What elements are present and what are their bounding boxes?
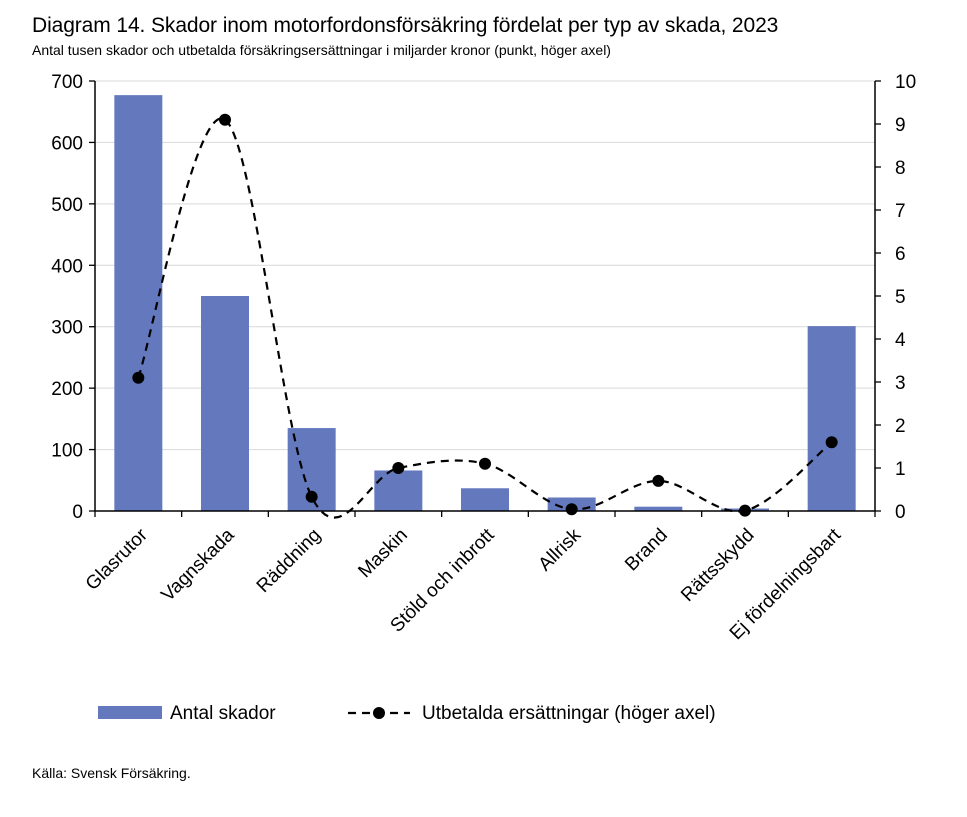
line-point — [565, 503, 578, 516]
left-tick-label: 100 — [51, 441, 83, 462]
left-tick-label: 400 — [51, 256, 83, 277]
legend-bar-label: Antal skador — [170, 703, 276, 724]
axes — [89, 80, 881, 517]
line-series-path — [137, 117, 833, 519]
left-tick-label: 300 — [51, 318, 83, 339]
x-tick-label: Vagnskada — [157, 524, 238, 605]
legend-line-label: Utbetalda ersättningar (höger axel) — [422, 703, 716, 724]
x-tick-label: Räddning — [253, 525, 325, 597]
bar — [374, 470, 423, 511]
x-tick-label: Maskin — [354, 525, 411, 582]
x-tick-label: Allrisk — [535, 524, 586, 575]
right-tick-label: 2 — [895, 416, 906, 437]
left-tick-label: 500 — [51, 195, 83, 216]
bar — [634, 506, 683, 511]
right-tick-label: 8 — [895, 158, 906, 179]
x-tick-label: Brand — [621, 525, 672, 576]
bar — [201, 296, 249, 511]
legend-bar-swatch — [98, 706, 162, 719]
line-point — [479, 457, 491, 470]
right-tick-label: 3 — [895, 373, 906, 394]
bar — [461, 488, 509, 511]
left-tick-label: 700 — [51, 72, 83, 93]
right-tick-label: 9 — [895, 115, 906, 136]
line-point — [739, 504, 751, 517]
line-point — [652, 474, 665, 487]
right-tick-label: 1 — [895, 459, 906, 480]
right-tick-label: 4 — [895, 330, 906, 351]
left-tick-label: 0 — [72, 502, 83, 523]
right-tick-label: 10 — [895, 72, 916, 93]
legend-line-marker — [373, 707, 385, 719]
line-point — [305, 490, 318, 503]
chart-source: Källa: Svensk Försäkring. — [32, 765, 191, 781]
line-point — [132, 371, 145, 384]
left-tick-label: 200 — [51, 379, 83, 400]
right-tick-label: 0 — [895, 502, 906, 523]
right-tick-label: 5 — [895, 287, 906, 308]
tick-labels: 0 100 200 300 400 500 600 700 0 1 2 3 4 5 6 7 8 9 10 Glasru… — [51, 72, 916, 644]
line-series — [132, 113, 838, 519]
bar — [807, 326, 856, 511]
line-point — [219, 113, 231, 126]
x-tick-label: Rättsskydd — [677, 525, 758, 606]
chart-title: Diagram 14. Skador inom motorfordonsförs… — [32, 14, 779, 37]
left-tick-label: 600 — [51, 133, 83, 154]
right-tick-label: 6 — [895, 244, 906, 265]
bar — [114, 95, 163, 511]
x-tick-label: Glasrutor — [82, 524, 153, 595]
line-point — [392, 462, 405, 474]
chart-subtitle: Antal tusen skador och utbetalda försäkr… — [32, 42, 611, 58]
right-tick-label: 7 — [895, 201, 906, 222]
bar-series — [114, 95, 856, 511]
line-point — [825, 436, 838, 449]
legend: Antal skador Utbetalda ersättningar (hög… — [98, 703, 716, 724]
